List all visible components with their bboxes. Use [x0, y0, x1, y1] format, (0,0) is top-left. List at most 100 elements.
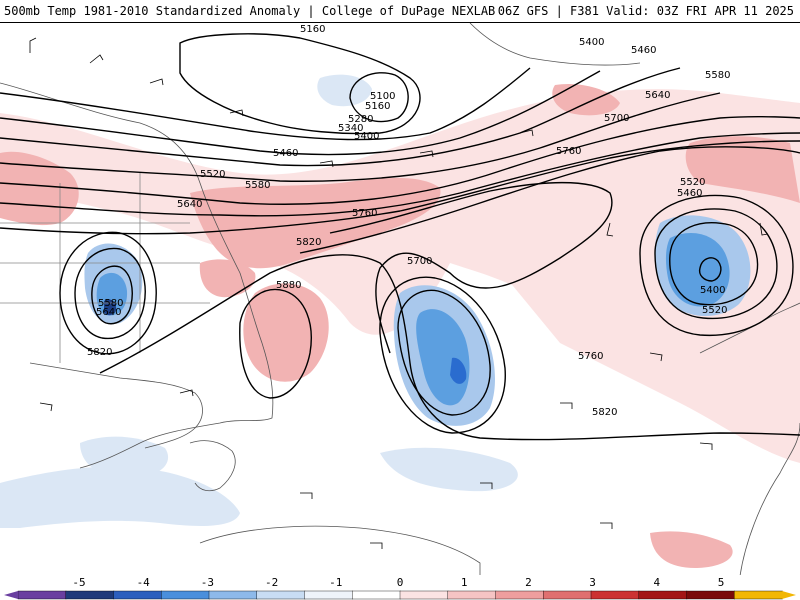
contour-5580	[0, 132, 800, 217]
contour-label: 5400	[579, 37, 604, 48]
warm-region-southeast	[199, 259, 256, 298]
contour-ne-low-ring2	[654, 208, 778, 320]
contour-5100	[349, 72, 409, 123]
colorbar-segment	[495, 590, 544, 600]
wind-barb	[480, 482, 493, 489]
cold-anomaly-shading	[0, 74, 751, 528]
colorbar-high-arrow	[782, 591, 796, 599]
contour-label: 5640	[96, 307, 121, 318]
coastline-gulf	[29, 362, 203, 449]
map-title: 500mb Temp 1981-2010 Standardized Anomal…	[4, 4, 496, 18]
contour-label: 5700	[407, 256, 432, 267]
title-bar: 500mb Temp 1981-2010 Standardized Anomal…	[0, 0, 800, 22]
colorbar-tick-label: 0	[396, 576, 404, 589]
contour-5520	[0, 115, 800, 205]
contour-label: 5640	[177, 199, 202, 210]
colorbar-legend: -5 -4 -3 -2 -1 0 1 2 3 4 5	[0, 575, 800, 600]
colorbar-tick-label: -4	[136, 576, 150, 589]
colorbar-tick-label: -5	[72, 576, 86, 589]
wind-barb	[560, 402, 573, 409]
contour-label: 5160	[365, 101, 390, 112]
coastline-north-america	[0, 82, 274, 469]
coastline-africa	[739, 422, 800, 576]
contour-label: 5760	[352, 208, 377, 219]
contour-label: 5760	[578, 351, 603, 362]
wind-barb	[370, 542, 383, 549]
wind-barb	[229, 109, 244, 117]
contour-ne-low-ring3	[669, 222, 759, 306]
contour-5880	[239, 288, 312, 399]
warm-anomaly-shading	[0, 83, 800, 568]
colorbar-segment	[208, 590, 258, 600]
coastline-cuba	[189, 440, 236, 492]
wind-barb	[29, 37, 37, 53]
wind-barb	[39, 402, 53, 412]
colorbar-segment	[638, 590, 688, 600]
contour-label: 5580	[705, 70, 730, 81]
colorbar-tick-label: 5	[717, 576, 725, 589]
colorbar-tick-label: -1	[329, 576, 343, 589]
map-panel: 5160 5100 5160 5280 5340 5400 5400 5460 …	[0, 22, 800, 576]
contour-cutoff-low-ring1	[59, 231, 157, 355]
contour-mid-atlantic-low-ring2	[397, 289, 491, 416]
contour-label: 5460	[631, 45, 656, 56]
cold-region-hudson-bay	[317, 74, 372, 107]
colorbar-segment	[734, 590, 783, 600]
colorbar-tick-label: -3	[200, 576, 215, 589]
colorbar-segment	[590, 590, 640, 600]
wind-barb	[419, 150, 434, 158]
contour-label: 5760	[556, 146, 581, 157]
contour-label: 5580	[98, 298, 123, 309]
colorbar-tick-label: 3	[589, 576, 596, 589]
warm-region-north-atlantic	[552, 83, 620, 116]
wind-barb	[699, 442, 713, 450]
contour-cutoff-low-ring2	[74, 247, 146, 340]
colorbar-segment	[17, 590, 67, 600]
contour-label: 5340	[338, 123, 363, 134]
contour-5640	[0, 140, 800, 235]
contour-label: 5100	[370, 91, 395, 102]
colorbar-segment	[65, 590, 115, 600]
contour-5280	[0, 67, 531, 141]
contour-label: 5640	[645, 90, 670, 101]
wind-barb	[179, 389, 194, 397]
contour-cutoff-low-ring3	[91, 265, 133, 325]
cold-region-atlantic-tropics	[380, 447, 518, 492]
warm-region-east-atlantic	[685, 136, 800, 203]
wind-barb	[519, 129, 534, 137]
colorbar-segment	[686, 590, 735, 600]
colorbar-low-arrow	[4, 591, 18, 599]
contour-5820	[99, 254, 800, 441]
anomaly-map: 5160 5100 5160 5280 5340 5400 5400 5460 …	[0, 23, 800, 576]
colorbar-segments	[4, 590, 796, 600]
contour-label: 5160	[300, 24, 325, 35]
contour-label: 5580	[245, 180, 270, 191]
contour-label: 5520	[702, 305, 727, 316]
contour-5340	[0, 70, 601, 156]
warm-region-atlantic-ridge	[243, 283, 329, 382]
contour-mid-atlantic-low-ring1	[379, 276, 506, 434]
cold-region-caribbean	[0, 466, 240, 528]
colorbar-tick-label: -2	[264, 576, 279, 589]
coastline-greenland	[469, 23, 641, 66]
colorbar-segment	[399, 590, 449, 600]
warm-region-band-2	[420, 173, 800, 463]
height-contours	[0, 33, 800, 441]
contour-label: 5280	[348, 114, 373, 125]
contour-label: 5520	[680, 177, 705, 188]
warm-region-africa-south	[650, 531, 733, 568]
colorbar-tick-label: 2	[525, 576, 532, 589]
contour-label: 5460	[273, 148, 298, 159]
colorbar-tick-label: 1	[460, 576, 468, 589]
wind-barb	[89, 54, 104, 64]
colorbar-segment	[113, 590, 162, 600]
contour-5160	[179, 33, 421, 135]
colorbar-segment	[304, 590, 353, 600]
contour-label: 5520	[200, 169, 225, 180]
contour-5460	[0, 92, 721, 182]
colorbar-bar	[4, 590, 796, 600]
contour-label: 5820	[296, 237, 321, 248]
wind-barb	[649, 352, 663, 362]
contour-ne-low-ring1	[639, 194, 794, 337]
run-info: 06Z GFS | F381 Valid: 03Z FRI APR 11 202…	[497, 4, 794, 18]
